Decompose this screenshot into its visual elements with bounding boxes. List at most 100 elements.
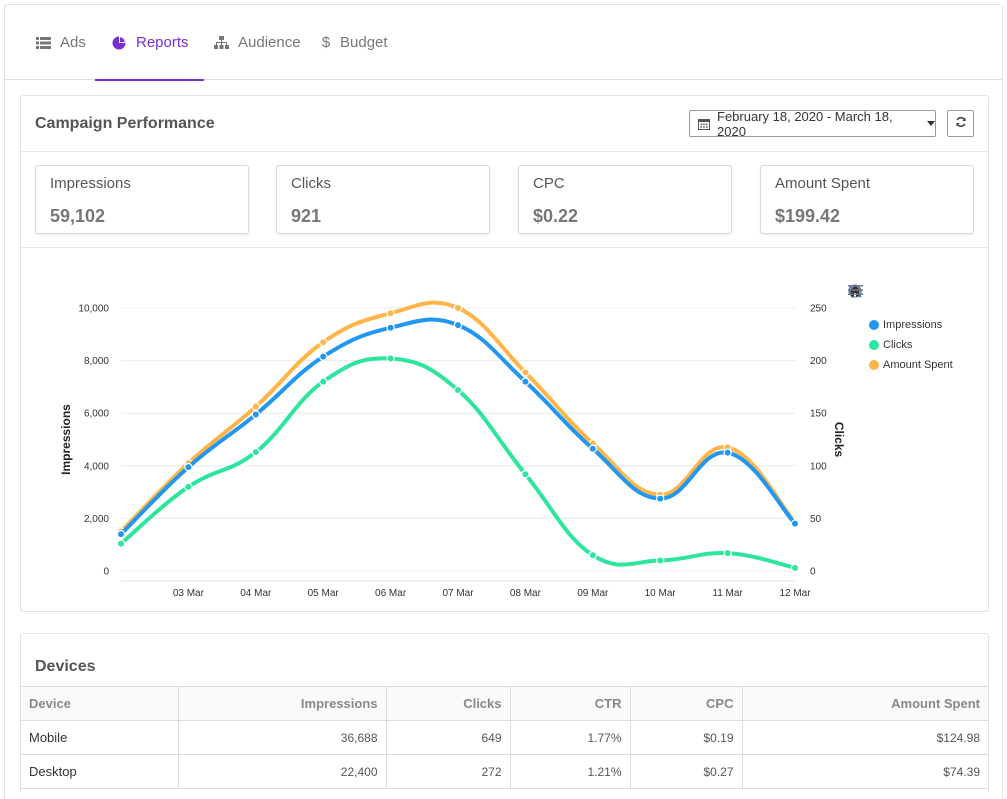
legend-label: Clicks — [883, 339, 913, 351]
legend-dot — [869, 360, 879, 370]
series-line-amount-spent — [119, 300, 797, 534]
chevron-down-icon — [927, 121, 935, 126]
y-tick-label: 10,000 — [78, 304, 109, 315]
menu-icon[interactable] — [848, 284, 959, 300]
legend-dot — [869, 320, 879, 330]
x-tick-label: 09 Mar — [577, 588, 609, 599]
data-point-clicks — [184, 482, 193, 492]
chart-canvas: 0 2,000 4,000 6,000 8,000 10,000 0 50 100 150 200 2… — [59, 300, 846, 599]
data-point-impressions — [790, 519, 800, 528]
cell-ctr: 1.21% — [509, 754, 631, 789]
tab-label: Reports — [136, 34, 189, 51]
cell-impressions: 36,688 — [177, 720, 387, 755]
data-point-amount-spent — [386, 309, 395, 318]
stat-value: $199.42 — [775, 206, 841, 226]
date-range-picker[interactable]: February 18, 2020 - March 18, 2020 — [689, 108, 936, 139]
zoom-selection-icon[interactable] — [848, 284, 902, 300]
cell-cpc: $0.19 — [629, 720, 743, 755]
data-point-impressions — [184, 462, 193, 472]
data-point-impressions — [386, 323, 395, 332]
pan-hand-icon[interactable] — [849, 284, 921, 300]
table-header-row: Device Impressions Clicks CTR CPC Amount… — [21, 686, 988, 721]
x-tick-label: 08 Mar — [510, 588, 542, 599]
devices-title: Devices — [35, 658, 96, 675]
data-point-impressions — [723, 448, 732, 457]
legend-item-impressions[interactable]: Impressions — [869, 315, 953, 335]
x-tick-label: 04 Mar — [240, 588, 272, 599]
data-point-clicks — [319, 377, 328, 386]
y-right-tick-label: 0 — [810, 567, 816, 578]
stat-card-clicks: Clicks 921 — [276, 165, 490, 234]
y-right-tick-label: 150 — [810, 409, 827, 420]
stat-card-amount-spent: Amount Spent $199.42 — [760, 165, 974, 234]
stat-label: Impressions — [50, 175, 131, 192]
y-axis-title: Impressions — [59, 404, 73, 475]
x-tick-label: 12 Mar — [779, 588, 811, 599]
legend-item-amount-spent[interactable]: Amount Spent — [869, 355, 953, 375]
tab-audience[interactable]: Audience — [212, 5, 301, 80]
tab-budget[interactable]: $ Budget — [320, 5, 388, 80]
tab-reports[interactable]: Reports — [95, 5, 203, 81]
zoom-out-icon[interactable] — [848, 284, 883, 300]
column-header-ctr[interactable]: CTR — [509, 686, 631, 721]
data-point-clicks — [521, 470, 530, 479]
legend-item-clicks[interactable]: Clicks — [869, 335, 953, 355]
data-point-clicks — [251, 447, 260, 457]
column-header-cpc[interactable]: CPC — [629, 686, 743, 721]
refresh-button[interactable] — [947, 110, 974, 137]
x-tick-label: 06 Mar — [375, 588, 407, 599]
y-right-tick-label: 100 — [810, 461, 827, 472]
y-right-tick-label: 50 — [810, 514, 822, 525]
column-header-device[interactable]: Device — [21, 686, 179, 721]
column-header-clicks[interactable]: Clicks — [385, 686, 511, 721]
y-tick-label: 2,000 — [84, 514, 109, 525]
column-header-amount-spent[interactable]: Amount Spent — [741, 686, 988, 721]
home-icon[interactable] — [849, 284, 940, 300]
cell-clicks: 649 — [385, 720, 511, 755]
campaign-performance-panel: Campaign Performance February 18, 2020 -… — [20, 95, 989, 612]
tab-label: Audience — [238, 34, 301, 51]
data-point-clicks — [453, 385, 463, 395]
stat-label: CPC — [533, 175, 565, 192]
data-point-amount-spent — [319, 337, 328, 347]
data-point-clicks — [588, 551, 598, 560]
devices-table: Device Impressions Clicks CTR CPC Amount… — [21, 686, 988, 789]
cell-device: Desktop — [21, 754, 179, 789]
pie-chart-icon — [110, 35, 128, 51]
x-tick-label: 03 Mar — [173, 588, 205, 599]
cell-amount-spent: $74.39 — [741, 754, 988, 789]
x-tick-label: 07 Mar — [442, 588, 474, 599]
panel-title: Campaign Performance — [35, 115, 215, 132]
cell-cpc: $0.27 — [629, 754, 743, 789]
date-range-text: February 18, 2020 - March 18, 2020 — [717, 108, 893, 139]
legend-dot — [869, 340, 879, 350]
y-tick-label: 6,000 — [84, 409, 109, 420]
x-tick-label: 11 Mar — [712, 588, 743, 599]
x-tick-label: 10 Mar — [645, 588, 677, 599]
chart-legend: Impressions Clicks Amount Spent — [869, 315, 953, 375]
tab-label: Ads — [60, 34, 86, 51]
data-point-impressions — [656, 494, 665, 503]
legend-label: Amount Spent — [883, 359, 953, 371]
cell-device: Mobile — [21, 720, 179, 755]
list-icon — [34, 35, 52, 51]
chart-toolbar — [848, 284, 959, 300]
data-point-clicks — [790, 563, 800, 573]
app-frame: Ads Reports Audience $ Budget Campaign P… — [4, 4, 1003, 799]
data-point-impressions — [319, 352, 328, 361]
cell-amount-spent: $124.98 — [741, 720, 988, 755]
panel-header: Campaign Performance February 18, 2020 -… — [21, 96, 988, 152]
column-header-impressions[interactable]: Impressions — [177, 686, 387, 721]
cell-clicks: 272 — [385, 754, 511, 789]
cell-ctr: 1.77% — [509, 720, 631, 755]
tab-label: Budget — [340, 34, 388, 51]
y-right-axis-title: Clicks — [832, 422, 846, 458]
series-line-impressions — [119, 317, 797, 537]
data-point-impressions — [588, 444, 598, 453]
data-point-clicks — [116, 539, 126, 548]
y-tick-label: 8,000 — [84, 356, 109, 367]
data-point-impressions — [116, 529, 126, 539]
data-point-impressions — [453, 320, 463, 330]
tab-ads[interactable]: Ads — [34, 5, 86, 80]
tab-bar: Ads Reports Audience $ Budget — [5, 5, 1002, 81]
